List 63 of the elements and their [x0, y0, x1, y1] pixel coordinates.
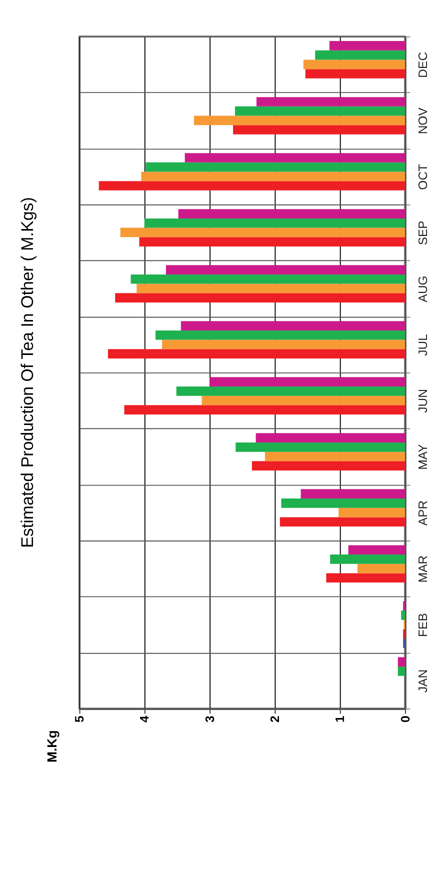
bar	[136, 284, 406, 294]
bar	[338, 508, 406, 518]
bar	[139, 237, 406, 246]
bar	[315, 50, 406, 60]
bar	[236, 442, 406, 452]
bar	[401, 610, 406, 620]
bar	[281, 498, 406, 508]
bar	[141, 172, 406, 182]
x-tick-label: 3	[202, 715, 217, 722]
bar	[280, 517, 406, 527]
bar	[357, 564, 406, 574]
bar	[130, 274, 406, 284]
bar	[300, 489, 406, 499]
bar	[180, 321, 406, 330]
bar	[256, 433, 406, 442]
bar	[252, 461, 406, 471]
y-tick-label: NOV	[416, 106, 430, 134]
bar	[184, 153, 406, 162]
bar	[264, 452, 406, 462]
x-tick-label: 5	[72, 715, 87, 722]
y-tick-label: JAN	[416, 669, 430, 693]
bar	[233, 125, 406, 134]
bar	[115, 293, 406, 302]
bar	[210, 377, 406, 386]
bar	[194, 116, 406, 126]
x-tick-label: 4	[138, 715, 152, 722]
bar	[98, 181, 406, 190]
y-tick-label: JUN	[416, 389, 430, 413]
bar	[398, 657, 406, 667]
bar	[234, 106, 406, 116]
bar	[146, 162, 406, 172]
bar	[176, 386, 406, 396]
bar	[326, 573, 406, 583]
y-tick-label: FEB	[416, 613, 430, 637]
x-tick-label: 2	[268, 715, 282, 722]
bar	[162, 340, 406, 350]
bar	[330, 554, 406, 564]
text: M.Kg	[44, 730, 60, 762]
y-tick-label: MAR	[416, 555, 430, 583]
bar	[166, 265, 406, 274]
bar	[329, 41, 406, 50]
bar	[178, 209, 406, 218]
bar	[303, 60, 406, 70]
y-tick-label: APR	[416, 500, 430, 526]
y-tick-label: DEC	[416, 52, 430, 78]
y-tick-label: JUL	[416, 334, 430, 356]
bar	[120, 228, 406, 238]
bar	[256, 97, 406, 106]
bar	[305, 69, 406, 78]
bar	[108, 349, 406, 358]
bar	[144, 218, 406, 228]
bar	[348, 545, 406, 555]
y-tick-label: SEP	[416, 220, 430, 246]
bar	[202, 396, 406, 406]
text: Estimated Production Of Tea In Other ( M.Kgs)	[18, 197, 38, 548]
y-tick-label: OCT	[416, 163, 430, 190]
y-tick-label: MAY	[416, 444, 430, 470]
bar	[124, 405, 406, 414]
bar	[398, 666, 406, 676]
y-tick-label: AUG	[416, 276, 430, 302]
bar	[156, 330, 406, 340]
x-tick-label: 0	[398, 715, 412, 722]
x-tick-label: 1	[333, 715, 348, 722]
